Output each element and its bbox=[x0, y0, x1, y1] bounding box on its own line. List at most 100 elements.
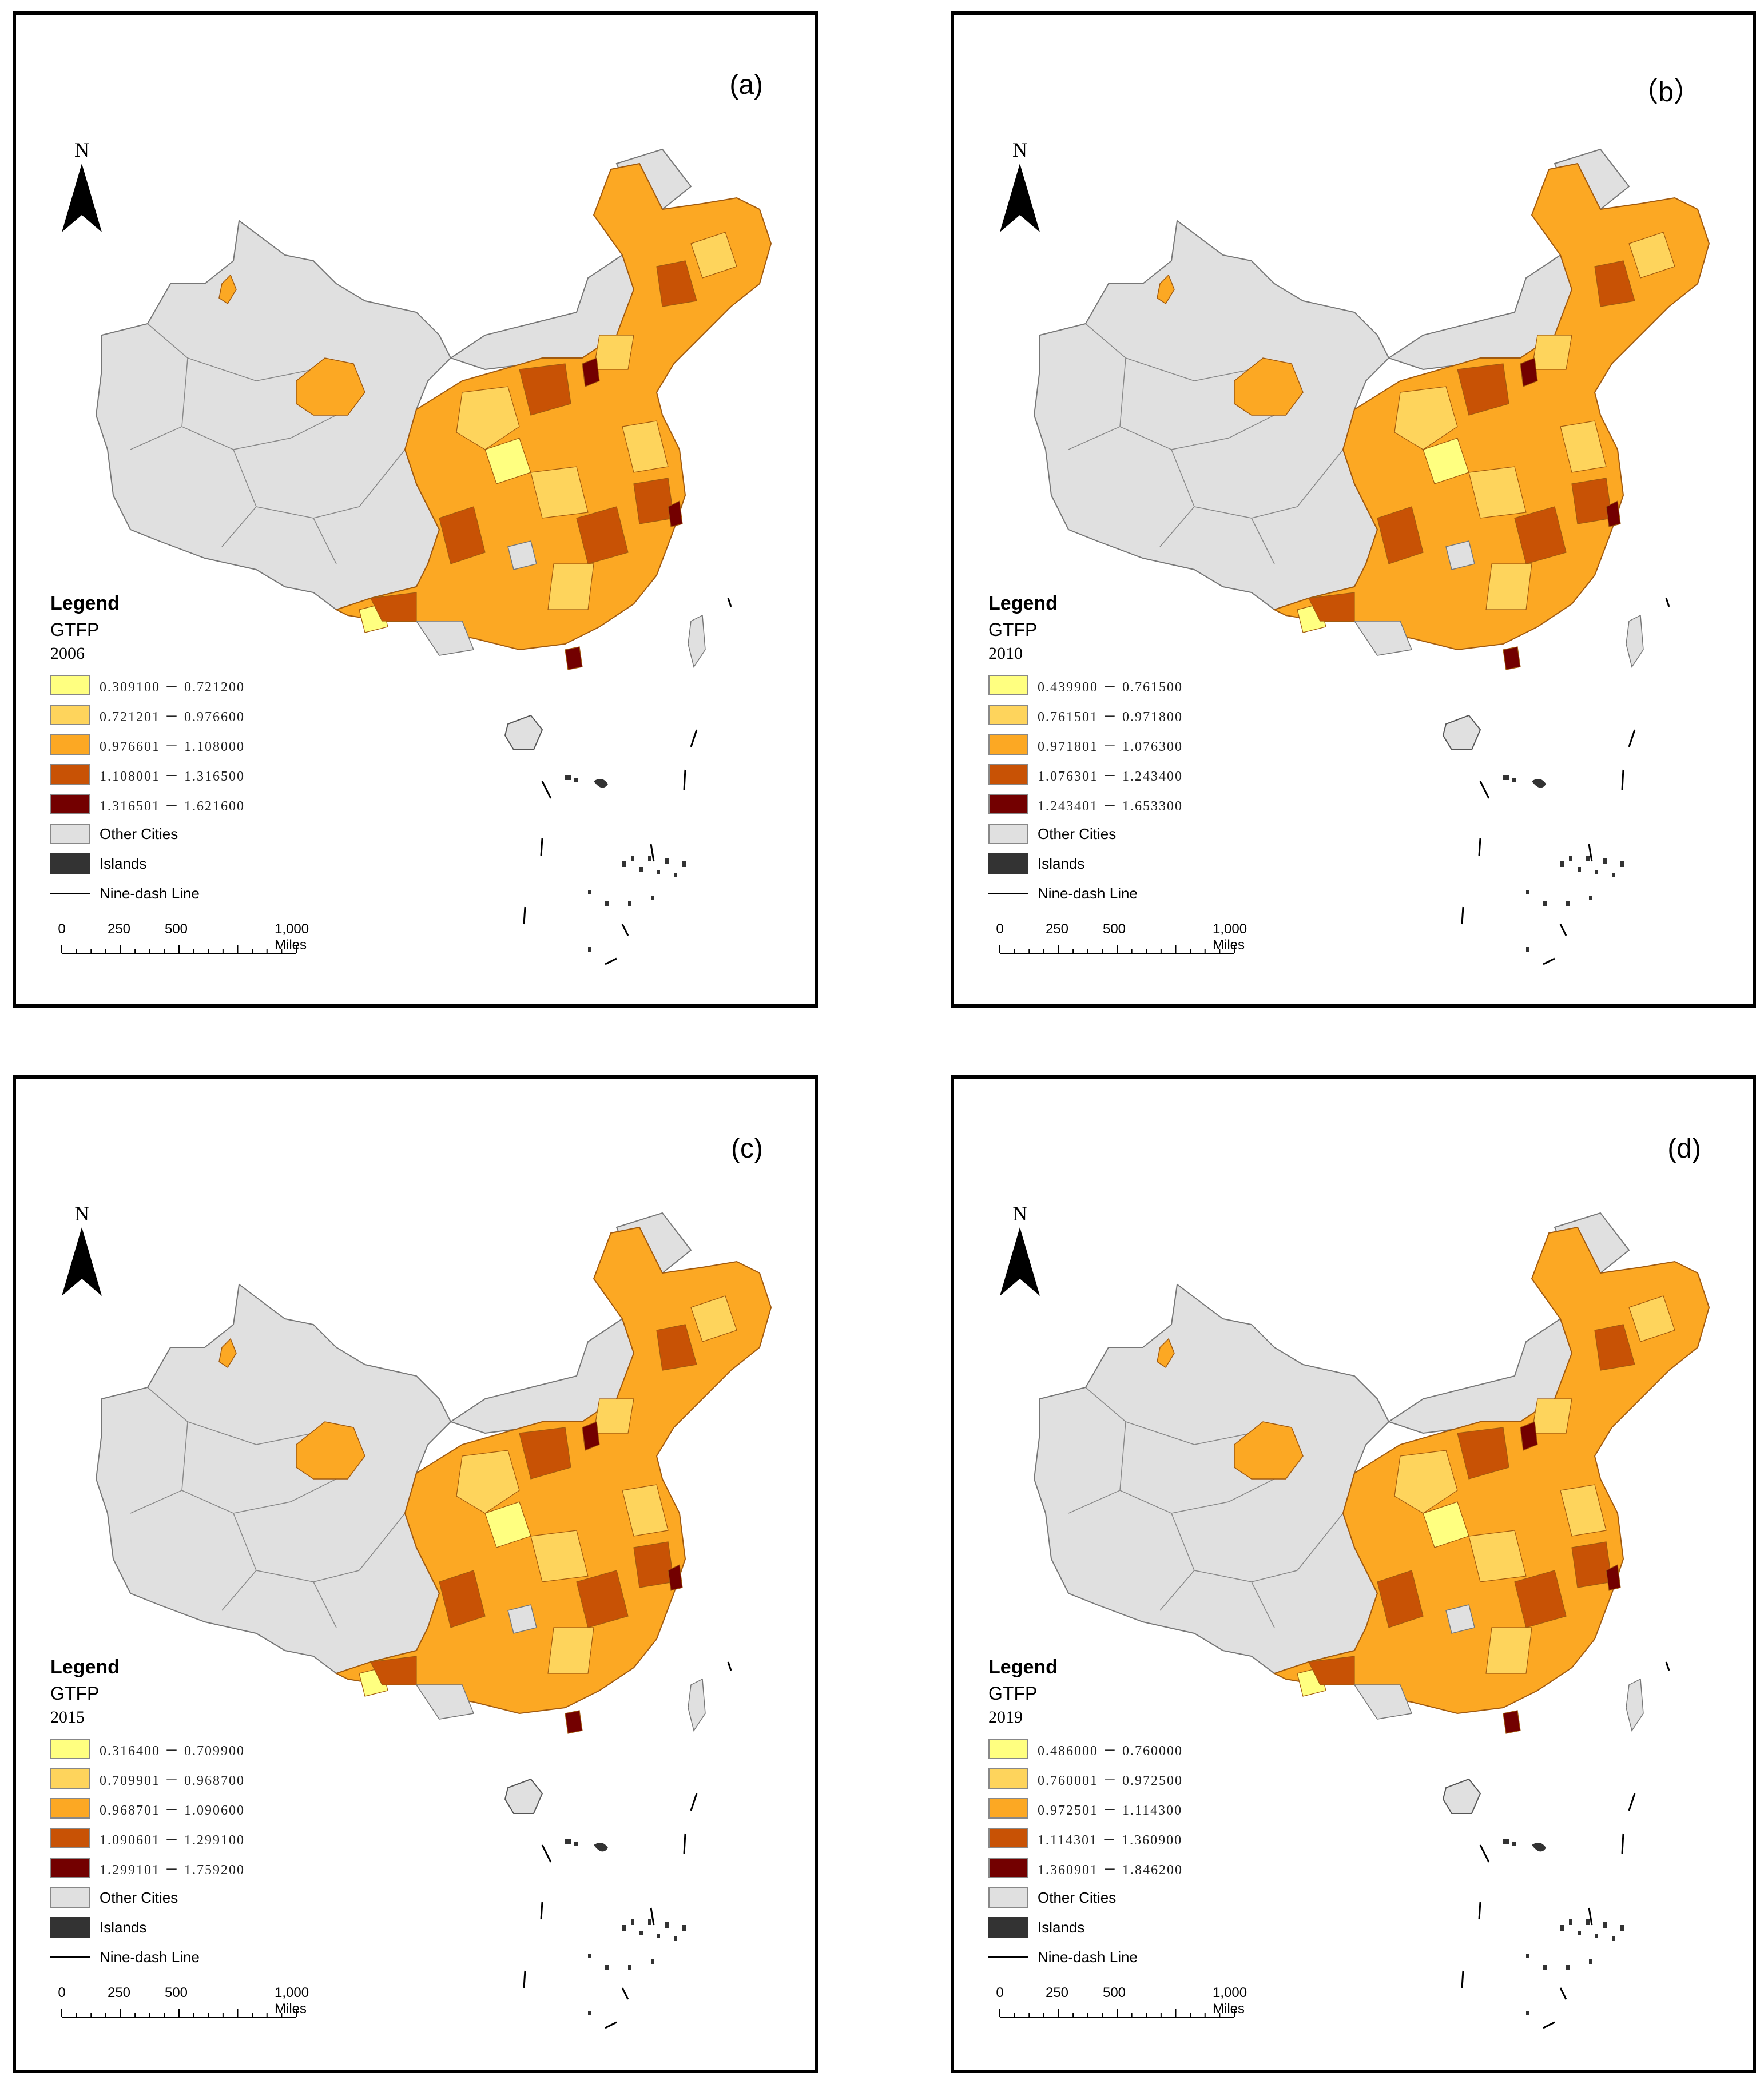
legend-class-row: 0.709901 － 0.968700 bbox=[50, 1767, 371, 1790]
legend-swatch bbox=[50, 675, 90, 695]
legend-line-label: Nine-dash Line bbox=[100, 1948, 200, 1966]
city-region bbox=[690, 1295, 737, 1342]
city-region bbox=[296, 357, 365, 416]
north-arrow: N bbox=[56, 1202, 108, 1299]
legend-class-label: 1.316501 － 1.621600 bbox=[100, 798, 245, 814]
legend-swatch bbox=[50, 1917, 90, 1938]
city-region bbox=[690, 232, 737, 279]
legend-class-row: 0.976601 － 1.108000 bbox=[50, 733, 371, 756]
taiwan bbox=[1626, 614, 1644, 668]
legend-islands-row: Islands bbox=[50, 1916, 371, 1939]
city-region bbox=[565, 646, 583, 670]
nine-dash-line bbox=[523, 1661, 732, 2029]
legend-swatch bbox=[50, 1768, 90, 1789]
legend-field: GTFP bbox=[988, 619, 1038, 640]
legend-islands-row: Islands bbox=[988, 1916, 1309, 1939]
legend-class-label: 1.090601 － 1.299100 bbox=[100, 1832, 245, 1848]
city-region bbox=[1594, 1324, 1635, 1371]
legend-title: Legend bbox=[988, 592, 1058, 614]
panel-label: （b） bbox=[1631, 77, 1701, 108]
legend-class-label: 0.721201 － 0.976600 bbox=[100, 709, 245, 725]
legend-swatch bbox=[988, 764, 1028, 785]
scale-label-0: 0 bbox=[58, 921, 66, 937]
city-region bbox=[1514, 1570, 1567, 1628]
scale-label-500: 500 bbox=[164, 921, 188, 937]
city-region bbox=[576, 1570, 629, 1628]
nine-dash-line bbox=[1461, 598, 1670, 965]
province-boundaries bbox=[130, 1387, 406, 1628]
hainan bbox=[1442, 1778, 1481, 1814]
legend-field: GTFP bbox=[50, 619, 100, 640]
legend-field: GTFP bbox=[50, 1683, 100, 1704]
other-cities-center bbox=[507, 540, 537, 570]
legend-swatch bbox=[988, 675, 1028, 695]
islands-group bbox=[565, 1839, 686, 2015]
city-region bbox=[218, 274, 237, 305]
scale-bar-ruler bbox=[61, 945, 297, 954]
legend-islands-label: Islands bbox=[1038, 854, 1085, 872]
legend-year: 2006 bbox=[50, 644, 85, 663]
legend-other-row: Other Cities bbox=[50, 1886, 371, 1909]
taiwan bbox=[688, 614, 706, 668]
legend-line-symbol bbox=[988, 892, 1028, 894]
other-cities-south bbox=[1353, 621, 1413, 656]
province-boundaries bbox=[1068, 1387, 1344, 1628]
scale-label-0: 0 bbox=[996, 1985, 1004, 2001]
city-region bbox=[1394, 386, 1458, 450]
legend-swatch bbox=[50, 1828, 90, 1848]
legend-swatch bbox=[988, 824, 1028, 844]
map-panel-b: （b） N Legend GTFP 2010 0.439900 － 0.761500 0.7… bbox=[951, 11, 1756, 1008]
legend-swatch bbox=[50, 764, 90, 785]
legend-line-symbol bbox=[988, 1956, 1028, 1958]
city-region bbox=[519, 363, 571, 416]
other-cities-region bbox=[95, 220, 452, 611]
scale-label-1000: 1,000 Miles bbox=[275, 921, 309, 953]
legend-class-label: 1.299101 － 1.759200 bbox=[100, 1862, 245, 1878]
legend-islands-label: Islands bbox=[1038, 1918, 1085, 1936]
nine-dash-line bbox=[1461, 1661, 1670, 2029]
city-region bbox=[1468, 466, 1527, 519]
legend-class-label: 0.972501 － 1.114300 bbox=[1038, 1803, 1183, 1818]
scale-label-1000: 1,000 Miles bbox=[1213, 1985, 1247, 2017]
province-boundaries bbox=[1068, 323, 1344, 564]
legend-class-label: 0.439900 － 0.761500 bbox=[1038, 679, 1183, 695]
scale-label-0: 0 bbox=[996, 921, 1004, 937]
legend-year: 2019 bbox=[988, 1708, 1023, 1727]
legend-swatch bbox=[988, 1798, 1028, 1819]
other-cities-south bbox=[415, 1684, 475, 1720]
city-region bbox=[622, 1484, 669, 1537]
city-region bbox=[576, 506, 629, 564]
city-region bbox=[565, 1710, 583, 1734]
north-arrow-icon bbox=[62, 164, 102, 232]
legend-swatch bbox=[988, 734, 1028, 755]
legend-other-row: Other Cities bbox=[988, 1886, 1309, 1909]
city-region bbox=[656, 1324, 697, 1371]
city-region bbox=[1560, 420, 1607, 473]
legend-swatch bbox=[988, 1768, 1028, 1789]
city-region bbox=[1234, 357, 1304, 416]
legend-class-row: 0.971801 － 1.076300 bbox=[988, 733, 1309, 756]
city-region bbox=[1485, 1627, 1532, 1674]
scale-label-1000: 1,000 Miles bbox=[1213, 921, 1247, 953]
map-panel-c: (c) N Legend GTFP 2015 0.316400 － 0.709900 0.7… bbox=[13, 1075, 818, 2073]
panel-label: (d) bbox=[1667, 1134, 1701, 1164]
legend: Legend GTFP 2010 0.439900 － 0.761500 0.76150… bbox=[988, 592, 1309, 912]
legend-other-label: Other Cities bbox=[100, 825, 178, 842]
legend-swatch bbox=[988, 705, 1028, 725]
other-cities-center bbox=[1445, 540, 1475, 570]
scale-label-250: 250 bbox=[107, 1985, 131, 2001]
city-region bbox=[1485, 563, 1532, 610]
legend-class-row: 1.108001 － 1.316500 bbox=[50, 763, 371, 786]
panel-label: (a) bbox=[729, 70, 763, 100]
legend-class-row: 1.114301 － 1.360900 bbox=[988, 1827, 1309, 1850]
city-region bbox=[1377, 506, 1424, 564]
taiwan bbox=[688, 1678, 706, 1732]
north-arrow: N bbox=[56, 138, 108, 235]
scale-label-250: 250 bbox=[1045, 1985, 1069, 2001]
city-region bbox=[1157, 274, 1175, 305]
scale-label-500: 500 bbox=[1102, 921, 1126, 937]
province-boundaries bbox=[130, 323, 406, 564]
legend: Legend GTFP 2006 0.309100 － 0.721200 0.72120… bbox=[50, 592, 371, 912]
legend-class-label: 0.971801 － 1.076300 bbox=[1038, 739, 1183, 754]
city-region bbox=[1560, 1484, 1607, 1537]
